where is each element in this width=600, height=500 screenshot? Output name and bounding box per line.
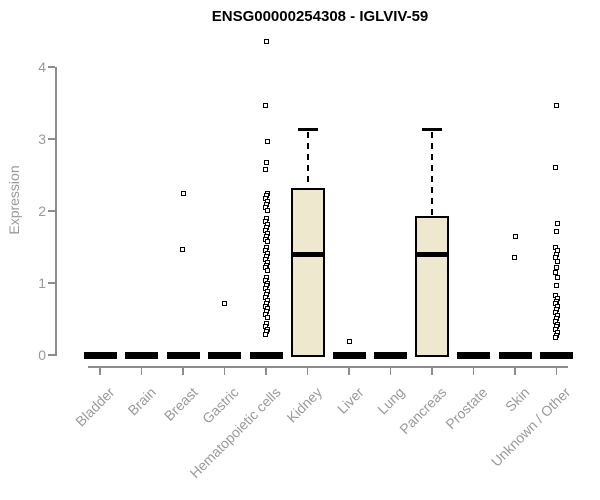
outlier-point (222, 301, 227, 307)
y-tick-mark (48, 66, 55, 68)
outlier-point (554, 282, 559, 288)
y-tick-mark (48, 354, 55, 356)
outlier-point (554, 103, 559, 109)
x-category-label: Skin (501, 384, 533, 415)
zero-boxplot-bar (374, 351, 407, 359)
x-tick-mark (555, 366, 558, 375)
outlier-point (264, 268, 270, 274)
y-tick-label: 2 (38, 203, 46, 219)
outlier-point (553, 164, 558, 170)
outlier-point (264, 139, 270, 145)
outlier-point (179, 246, 185, 252)
x-category-label: Kidney (283, 384, 325, 426)
x-category-label: Liver (333, 384, 367, 417)
zero-boxplot-bar (249, 351, 283, 359)
x-category-label: Bladder (71, 384, 118, 430)
zero-boxplot-bar (332, 351, 366, 359)
x-category-label: Lung (374, 384, 408, 418)
y-tick-mark (48, 210, 55, 212)
x-tick-mark (472, 366, 475, 375)
x-tick-mark (348, 366, 350, 375)
y-axis-line (55, 67, 57, 356)
y-tick-label: 1 (38, 275, 46, 291)
outlier-point (555, 221, 560, 227)
zero-boxplot-bar (125, 351, 158, 359)
outlier-point (180, 190, 186, 196)
outlier-point (554, 264, 559, 270)
outlier-point (555, 258, 560, 264)
outlier-point (264, 207, 270, 213)
outlier-point (553, 335, 558, 341)
zero-boxplot-bar (208, 351, 241, 359)
x-category-label: Prostate (442, 384, 491, 433)
y-tick-label: 3 (38, 131, 46, 147)
outlier-point (511, 255, 517, 261)
zero-boxplot-bar (83, 351, 117, 359)
x-axis-line (88, 366, 568, 368)
x-category-label: Brain (124, 384, 159, 419)
outlier-point (262, 332, 268, 338)
outlier-point (262, 102, 268, 108)
y-tick-label: 4 (38, 59, 46, 75)
outlier-point (264, 239, 270, 245)
y-tick-label: 0 (38, 347, 46, 363)
x-tick-mark (182, 366, 184, 375)
outlier-point (346, 338, 352, 344)
chart-title: ENSG00000254308 - IGLVIV-59 (211, 8, 429, 25)
outlier-point (553, 269, 558, 275)
outlier-point (264, 315, 270, 321)
boxplot-box (290, 187, 325, 357)
outlier-point (263, 39, 269, 45)
outlier-point (262, 166, 268, 172)
outlier-point (555, 275, 560, 281)
x-tick-mark (223, 366, 226, 375)
boxplot-box (415, 216, 449, 357)
zero-boxplot-bar (540, 351, 573, 359)
zero-boxplot-bar (457, 351, 490, 359)
outlier-point (554, 229, 559, 235)
median-line (415, 252, 449, 258)
outlier-point (263, 159, 269, 165)
y-tick-mark (48, 138, 55, 140)
x-tick-mark (306, 366, 309, 375)
x-tick-mark (389, 366, 392, 375)
x-tick-mark (140, 366, 143, 375)
x-tick-mark (431, 366, 433, 375)
whisker-cap (422, 128, 442, 131)
median-line (290, 252, 325, 258)
x-category-label: Breast (160, 384, 201, 424)
outlier-point (512, 234, 518, 240)
x-tick-mark (514, 366, 516, 375)
zero-boxplot-bar (166, 351, 200, 359)
whisker-line (306, 131, 309, 187)
zero-boxplot-bar (498, 351, 532, 359)
y-axis-label: Expression (6, 165, 22, 235)
whisker-cap (297, 128, 318, 131)
y-tick-mark (48, 282, 55, 284)
x-tick-mark (99, 366, 101, 375)
whisker-line (431, 131, 433, 216)
x-tick-mark (265, 366, 267, 375)
